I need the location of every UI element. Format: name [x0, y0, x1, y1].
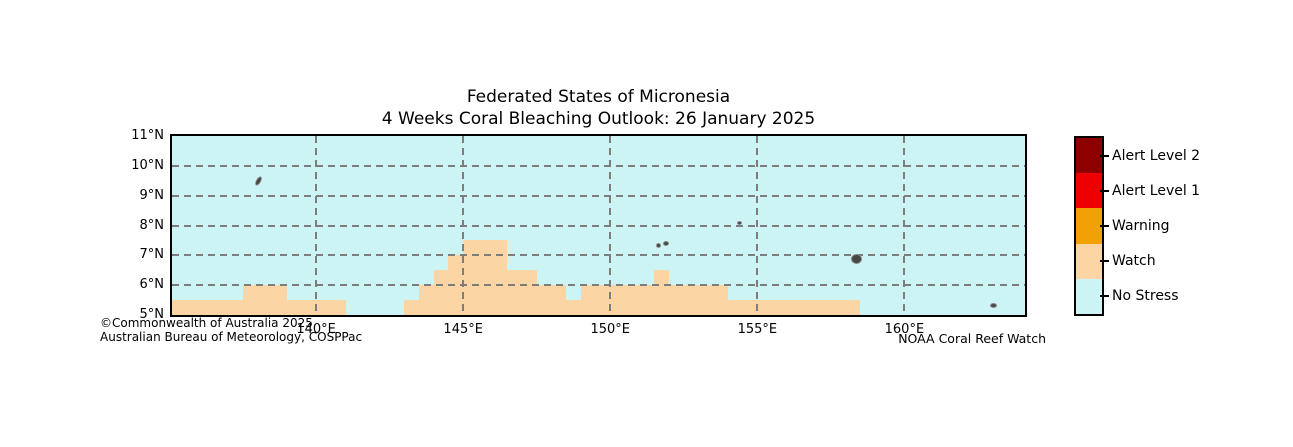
watch-cell	[654, 270, 670, 286]
legend-label-warning: Warning	[1112, 218, 1170, 234]
y-axis-tick-label: 10°N	[131, 157, 164, 173]
y-axis-tick-label: 7°N	[139, 247, 165, 263]
latitude-gridline	[172, 194, 1025, 197]
watch-cell	[404, 300, 861, 315]
latitude-gridline	[172, 224, 1025, 227]
island-landmass	[990, 303, 998, 309]
longitude-gridline	[903, 136, 906, 315]
island-landmass	[655, 243, 661, 249]
longitude-gridline	[609, 136, 612, 315]
y-axis-tick-label: 8°N	[139, 217, 165, 233]
y-axis-tick-label: 9°N	[139, 187, 165, 203]
longitude-gridline	[462, 136, 465, 315]
island-landmass	[736, 220, 742, 225]
legend-swatch-alert-level-1	[1076, 173, 1102, 209]
y-axis-tick-label: 6°N	[139, 277, 165, 293]
legend-label-alert-level-1: Alert Level 1	[1112, 182, 1201, 199]
watch-cell	[242, 285, 287, 301]
x-axis-tick-label: 150°E	[590, 322, 631, 337]
chart-title-line-1: Federated States of Micronesia	[466, 87, 731, 107]
island-landmass	[253, 175, 263, 187]
watch-cell	[580, 285, 728, 301]
legend-label-no-stress: No Stress	[1112, 288, 1179, 305]
legend-tick	[1100, 225, 1109, 227]
island-landmass	[662, 241, 669, 247]
attribution: ©Commonwealth of Australia 2025 Australi…	[100, 316, 362, 344]
legend-swatch-alert-level-2	[1076, 138, 1102, 174]
x-axis-tick-label: 160°E	[884, 322, 925, 337]
attribution-line-1: ©Commonwealth of Australia 2025	[100, 316, 313, 330]
legend-colorbar	[1074, 136, 1104, 316]
y-axis-tick-label: 5°N	[139, 307, 165, 322]
latitude-gridline	[172, 254, 1025, 257]
watch-cell	[448, 255, 508, 271]
longitude-gridline	[756, 136, 759, 315]
legend-tick	[1100, 260, 1109, 263]
map-plot-area	[170, 134, 1027, 317]
legend-label-alert-level-2: Alert Level 2	[1112, 147, 1201, 164]
legend-swatch-warning	[1076, 208, 1102, 244]
legend-label-watch: Watch	[1112, 253, 1156, 270]
watch-cell	[419, 285, 567, 301]
x-axis-tick-label: 145°E	[443, 322, 483, 337]
attribution-line-2: Australian Bureau of Meteorology, COSPPa…	[100, 330, 363, 344]
chart-title: Federated States of Micronesia 4 Weeks C…	[170, 86, 1027, 130]
latitude-gridline	[172, 284, 1025, 287]
chart-title-line-2: 4 Weeks Coral Bleaching Outlook: 26 Janu…	[381, 109, 816, 129]
watch-cell	[463, 240, 508, 256]
legend-swatch-watch	[1076, 243, 1102, 279]
legend-swatch-no-stress	[1076, 278, 1102, 314]
y-axis-tick-label: 11°N	[131, 128, 164, 143]
watch-cell	[172, 300, 346, 315]
noaa-credit: NOAA Coral Reef Watch	[898, 331, 1046, 346]
watch-cell	[433, 270, 537, 286]
latitude-gridline	[172, 164, 1025, 167]
x-axis-tick-label: 140°E	[296, 322, 336, 337]
island-landmass	[851, 254, 863, 265]
x-axis-tick-label: 155°E	[737, 322, 778, 337]
legend-tick	[1100, 189, 1109, 192]
longitude-gridline	[315, 136, 318, 315]
legend-tick	[1100, 295, 1109, 298]
legend-tick	[1100, 154, 1109, 157]
